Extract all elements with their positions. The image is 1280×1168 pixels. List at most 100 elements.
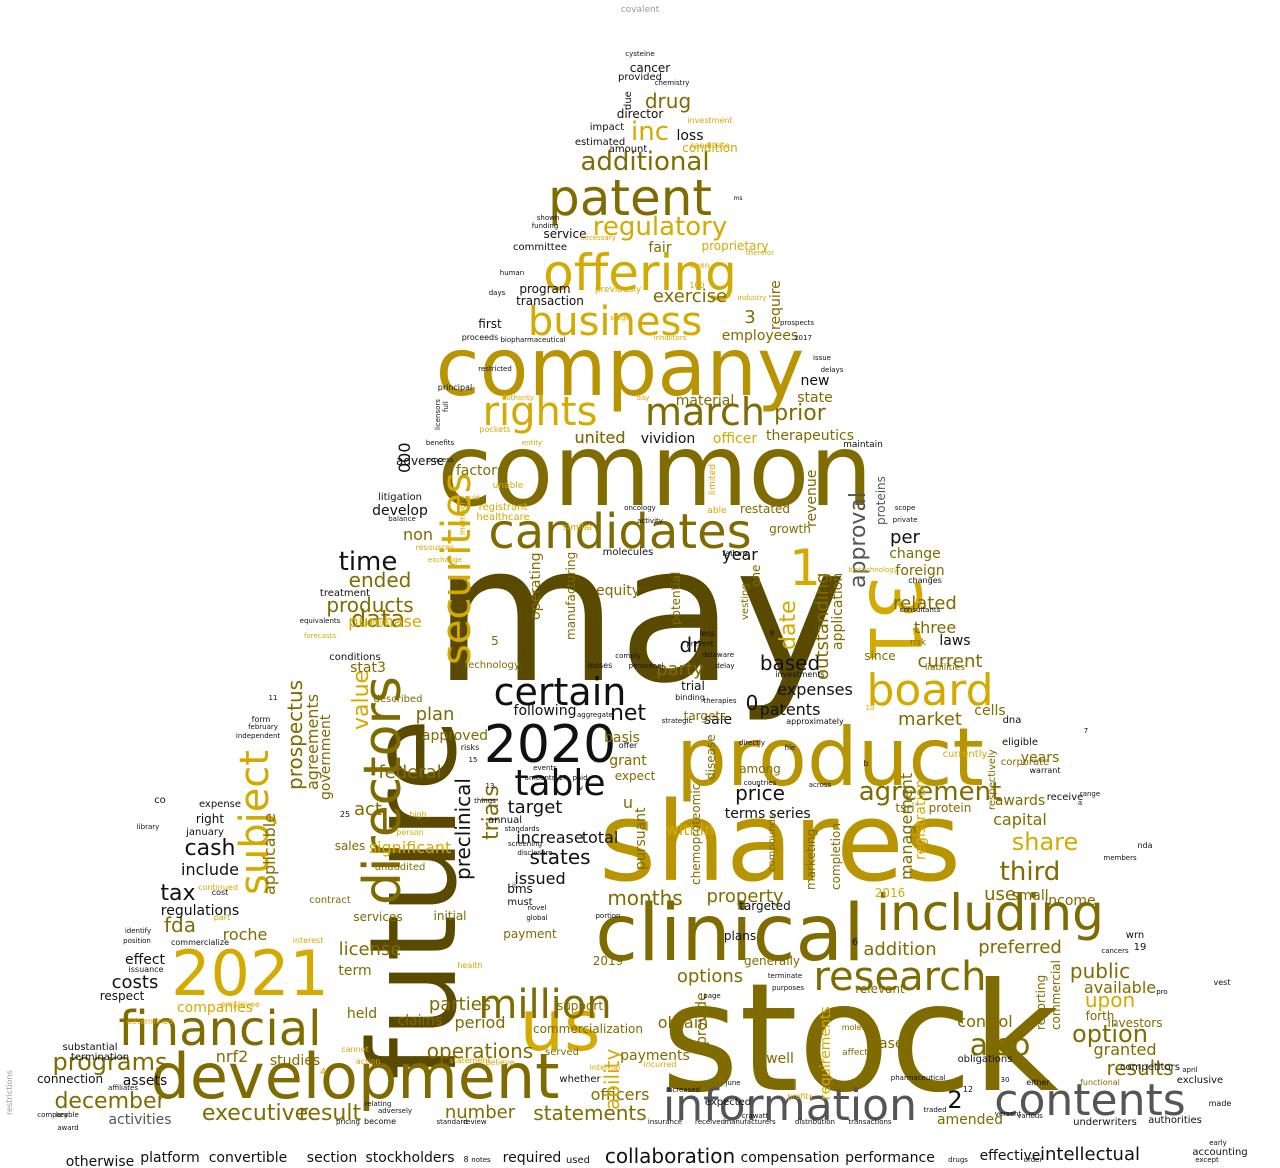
word-development-9: development [151, 1040, 560, 1113]
word-among-251: among [739, 762, 781, 776]
word-believe-359: believe [485, 1058, 514, 1067]
word-substantial-206: substantial [62, 1042, 117, 1053]
word-therapeutics-66: therapeutics [766, 428, 854, 444]
word-contents-15: contents [994, 1075, 1185, 1126]
word-countries-378: countries [744, 779, 777, 787]
word-program-182: program [519, 282, 570, 296]
word-comparable-302: comparable [37, 1111, 79, 1119]
word-united-63: united [575, 428, 626, 447]
word-agreements-75: agreements [303, 694, 322, 790]
word-preclinical-93: preclinical [451, 778, 475, 880]
word-december-37: december [54, 1089, 166, 1114]
word-competitors-242: competitors [1120, 1062, 1180, 1073]
word-comply-366: comply [615, 652, 640, 660]
word-us-12: us [520, 985, 601, 1067]
word-full-401: full [442, 401, 450, 412]
word-high-355: high [409, 810, 426, 819]
word-otherwise-45: otherwise [66, 1154, 135, 1168]
word-restrictions-265: restrictions [5, 1070, 14, 1115]
word-investments-373: investments [775, 670, 824, 679]
word-adversely-341: adversely [378, 1107, 412, 1115]
word-aggregate-386: aggregate [577, 711, 613, 719]
word-agreement-34: agreement [859, 777, 1002, 807]
word-early-324: early [1209, 1139, 1227, 1147]
word-application-224: application [830, 573, 846, 650]
word-company-6: company [436, 321, 805, 414]
word-june-328: june [724, 1079, 740, 1087]
word-effect-161: effect [125, 952, 166, 968]
word-trial-272: trial [681, 679, 705, 693]
word-library-298: library [137, 823, 160, 831]
word-protein-233: protein [929, 801, 972, 815]
word-plan-123: plan [416, 704, 455, 725]
word-proprietary-185: proprietary [702, 239, 769, 253]
word-officers-88: officers [591, 1085, 650, 1104]
word-since-176: since [864, 649, 895, 663]
word-2-132: 2 [947, 1086, 962, 1114]
word-prospectus-74: prospectus [283, 680, 307, 790]
word-ms-297: ms [734, 195, 743, 202]
word-exclusive-239: exclusive [1177, 1075, 1223, 1086]
word-dna-259: dna [1003, 715, 1022, 726]
word-unaudited-274: unaudited [375, 862, 426, 873]
word-private-284: private [893, 516, 918, 524]
word-award-300: award [57, 1124, 79, 1132]
word-1-129: 1 [789, 539, 821, 597]
word-14-438: 14 [559, 774, 568, 782]
word-current-114: current [918, 651, 983, 672]
word-key-301: key [56, 1111, 68, 1119]
word-data-69: data [351, 605, 405, 633]
word-underwriters-241: underwriters [1073, 1117, 1137, 1128]
word-whether-268: whether [559, 1074, 601, 1085]
word-held-159: held [347, 1006, 377, 1022]
word-2016-227: 2016 [875, 886, 906, 900]
word-novel-393: novel [527, 904, 546, 912]
word-13-441: 13 [486, 782, 495, 790]
word-net-122: net [610, 701, 646, 726]
word-act-78: act [354, 799, 382, 820]
word-standard-338: standard [436, 1118, 467, 1126]
word-research-24: research [813, 954, 986, 1000]
word-entity-412: entity [522, 439, 542, 447]
word-versant-325: versant [995, 1110, 1022, 1118]
word-growth-245: growth [769, 522, 811, 536]
word-part-350: part [214, 913, 230, 922]
word-balance-282: balance [388, 515, 416, 523]
word-events-433: events [533, 764, 557, 772]
word-amount-190: amount [609, 144, 648, 155]
word-number-41: number [445, 1102, 516, 1123]
word-technology-270: technology [464, 660, 520, 671]
word-expect-214: expect [615, 769, 656, 783]
word-resources-415: resources [416, 543, 455, 552]
word-include-155: include [181, 860, 239, 879]
word-changes-286: changes [908, 576, 942, 585]
word-vesting-255: vesting [740, 583, 751, 620]
word-market-113: market [898, 709, 962, 730]
word-issuance-345: issuance [129, 965, 164, 974]
word-term-160: term [338, 963, 371, 979]
word-well-167: well [766, 1051, 794, 1067]
word-united-195: united [575, 428, 626, 447]
word-april-304: april [1182, 1066, 1198, 1074]
word-termination-207: termination [71, 1052, 129, 1063]
word-products-71: products [326, 593, 413, 617]
word-small-140: small [1011, 888, 1048, 904]
word-expected-218: expected [705, 1097, 751, 1108]
word-based-111: based [760, 651, 820, 675]
word-assets-86: assets [123, 1073, 168, 1089]
word-financial-11: financial [119, 1001, 322, 1057]
word-parties-90: parties [429, 994, 491, 1015]
word-result-39: result [299, 1101, 362, 1126]
word-purposes-396: purposes [772, 984, 804, 992]
word-required-50: required [503, 1150, 562, 1166]
word-also-35: also [970, 1028, 1031, 1063]
word-4-313: 4 [320, 1067, 326, 1078]
word-following-124: following [514, 703, 577, 719]
word-proceeds-275: proceeds [462, 333, 499, 342]
word-molecules-249: molecules [603, 547, 654, 558]
word-studies-85: studies [270, 1053, 320, 1069]
word-directors-22: directors [353, 676, 413, 905]
word-receive-238: receive [1047, 792, 1084, 803]
word-operating-145: operating [528, 552, 544, 620]
